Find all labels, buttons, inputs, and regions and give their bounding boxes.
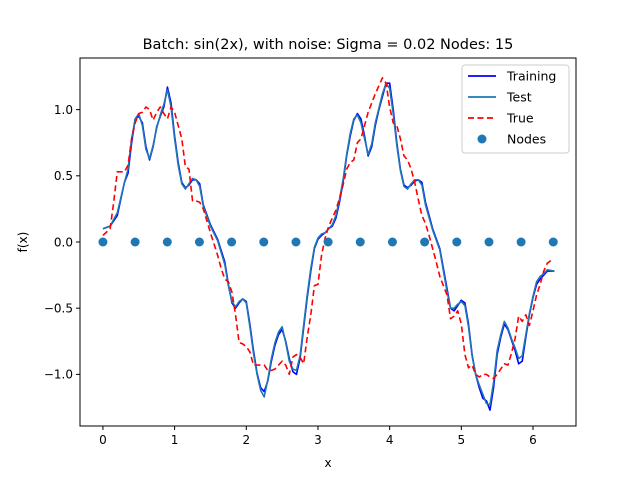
node-point [420,237,430,247]
x-tick-label: 1 [171,433,179,447]
legend-label-nodes: Nodes [507,132,546,147]
node-point [387,237,397,247]
series-line-true [102,77,552,380]
x-tick-label: 3 [314,433,322,447]
node-point [516,237,526,247]
y-tick-label: −0.5 [44,301,73,315]
node-point [355,237,365,247]
node-point [194,237,204,247]
x-axis-title: x [324,456,331,470]
y-axis-ticks: −1.0 −0.5 0.0 0.5 1.0 [44,103,80,382]
node-point [227,237,237,247]
node-point [130,237,140,247]
x-tick-label: 6 [529,433,537,447]
node-point [548,237,558,247]
node-point [323,237,333,247]
node-point [291,237,301,247]
legend-label-training: Training [506,69,556,84]
node-point [162,237,172,247]
chart-title: Batch: sin(2x), with noise: Sigma = 0.02… [143,37,514,53]
x-tick-label: 2 [242,433,250,447]
legend-label-true: True [506,111,534,126]
plot-frame [79,57,577,427]
x-tick-label: 0 [99,433,107,447]
x-tick-label: 5 [457,433,465,447]
node-point [452,237,462,247]
node-point [259,237,269,247]
legend-label-test: Test [506,90,532,105]
node-point [484,237,494,247]
x-axis-ticks: 0 1 2 3 4 5 6 [99,426,537,447]
y-tick-label: 0.5 [54,169,73,183]
node-point [98,237,108,247]
y-axis-title: f(x) [16,232,30,253]
legend-swatch-nodes [477,134,487,144]
y-tick-label: −1.0 [44,368,73,382]
x-tick-label: 4 [386,433,394,447]
series-layer [98,77,558,411]
y-tick-label: 1.0 [54,103,73,117]
legend-box [461,64,570,154]
series-line-test [102,82,555,406]
y-tick-label: 0.0 [54,235,73,249]
legend: Training Test True Nodes [461,64,570,154]
